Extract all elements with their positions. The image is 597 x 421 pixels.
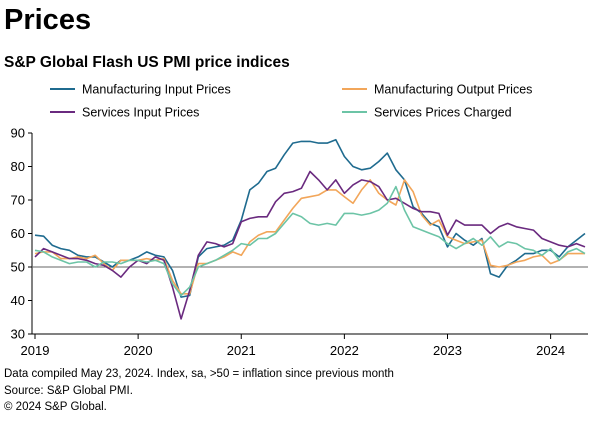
legend-label: Services Prices Charged [374,106,512,120]
y-tick-label: 90 [11,126,25,141]
y-tick-label: 40 [11,293,25,308]
y-tick-label: 30 [11,327,25,342]
page-heading: Prices [4,4,92,36]
note-copyright: © 2024 S&P Global. [4,401,107,413]
x-tick-label: 2023 [433,343,462,358]
series-line-4 [34,185,586,297]
note-data-compiled: Data compiled May 23, 2024. Index, sa, >… [4,368,394,380]
y-tick-label: 60 [11,226,25,241]
legend-label: Manufacturing Input Prices [82,83,231,97]
x-tick-label: 2024 [536,343,565,358]
x-tick-label: 2022 [330,343,359,358]
chart-notes: Data compiled May 23, 2024. Index, sa, >… [4,366,394,416]
y-tick-label: 50 [11,260,25,275]
y-tick-label: 70 [11,193,25,208]
legend-label: Services Input Prices [82,106,199,120]
note-source: Source: S&P Global PMI. [4,384,133,397]
series-line-3 [34,170,586,320]
x-tick-label: 2020 [124,343,153,358]
x-tick-label: 2019 [21,343,50,358]
y-tick-label: 80 [11,159,25,174]
x-tick-label: 2021 [227,343,256,358]
series-line-2 [34,179,585,295]
chart-title: S&P Global Flash US PMI price indices [4,54,290,71]
legend-label: Manufacturing Output Prices [374,83,532,97]
